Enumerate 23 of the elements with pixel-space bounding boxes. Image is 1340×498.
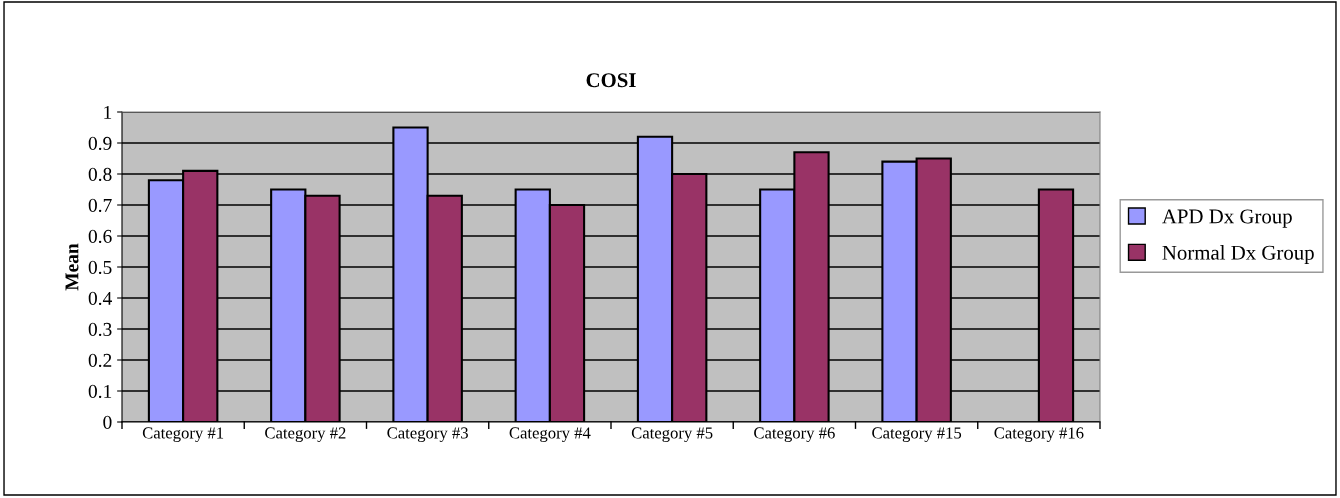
- y-tick-label: 0.3: [88, 322, 112, 337]
- y-tick-label: 0.9: [88, 136, 112, 151]
- legend-label: Normal Dx Group: [1162, 245, 1314, 264]
- x-tick-label: Category #6: [754, 427, 835, 442]
- legend-label: APD Dx Group: [1162, 209, 1292, 228]
- y-tick-label: 0.6: [88, 229, 112, 244]
- y-tick-label: 1: [104, 105, 112, 119]
- x-tick-label: Category #16: [994, 427, 1084, 442]
- chart-title: COSI: [586, 73, 636, 88]
- y-tick-label: 0.8: [88, 167, 112, 182]
- y-axis-title: Mean: [65, 243, 79, 291]
- x-tick-label: Category #1: [142, 427, 224, 442]
- x-tick-label: Category #4: [509, 427, 591, 442]
- y-tick-label: 0.5: [88, 260, 112, 275]
- y-tick-label: 0.1: [88, 384, 112, 399]
- x-tick-label: Category #2: [265, 427, 346, 442]
- y-tick-label: 0.7: [88, 198, 112, 213]
- y-tick-label: 0: [103, 415, 112, 429]
- x-tick-label: Category #3: [387, 427, 468, 442]
- x-tick-label: Category #5: [631, 427, 713, 442]
- y-tick-label: 0.2: [88, 353, 112, 368]
- x-tick-label: Category #15: [872, 427, 962, 442]
- y-tick-label: 0.4: [88, 291, 112, 306]
